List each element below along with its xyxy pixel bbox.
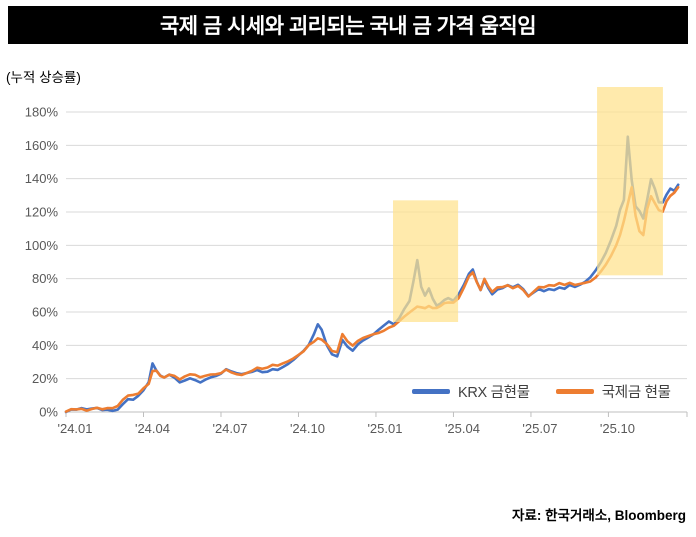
x-tick-label: '24.07 <box>212 421 247 436</box>
chart-title: 국제 금 시세와 괴리되는 국내 금 가격 움직임 <box>159 15 537 38</box>
chart-legend: KRX 금현물 국제금 현물 <box>412 381 671 402</box>
y-axis-note: (누적 상승률) <box>6 70 81 85</box>
y-tick-label: 40% <box>32 338 58 353</box>
y-tick-label: 100% <box>25 238 59 253</box>
x-tick-label: '25.01 <box>367 421 402 436</box>
y-tick-label: 0% <box>39 405 58 420</box>
legend-item-krx: KRX 금현물 <box>412 381 530 402</box>
legend-label-krx: KRX 금현물 <box>458 385 530 401</box>
legend-label-intl: 국제금 현물 <box>601 385 671 401</box>
x-tick-label: '25.07 <box>522 421 557 436</box>
intl-line-swatch-icon <box>555 389 594 394</box>
krx-line-swatch-icon <box>412 389 450 394</box>
legend-item-intl: 국제금 현물 <box>555 381 671 402</box>
x-tick-label: '24.01 <box>57 421 92 436</box>
divergence-highlight-region <box>393 200 459 322</box>
title-bar: 국제 금 시세와 괴리되는 국내 금 가격 움직임 <box>8 6 688 44</box>
y-tick-label: 180% <box>25 105 59 120</box>
x-tick-label: '24.04 <box>135 421 170 436</box>
intl-series-line <box>64 185 680 413</box>
x-tick-label: '25.10 <box>600 421 635 436</box>
y-tick-label: 120% <box>25 205 59 220</box>
y-tick-label: 20% <box>32 371 58 386</box>
source-note: 자료: 한국거래소, Bloomberg <box>512 508 686 523</box>
y-tick-label: 80% <box>32 271 58 286</box>
y-tick-label: 60% <box>32 305 58 320</box>
y-tick-label: 140% <box>25 171 59 186</box>
x-tick-label: '25.04 <box>445 421 480 436</box>
divergence-highlight-region <box>597 87 663 276</box>
y-tick-label: 160% <box>25 138 59 153</box>
x-tick-label: '24.10 <box>290 421 325 436</box>
